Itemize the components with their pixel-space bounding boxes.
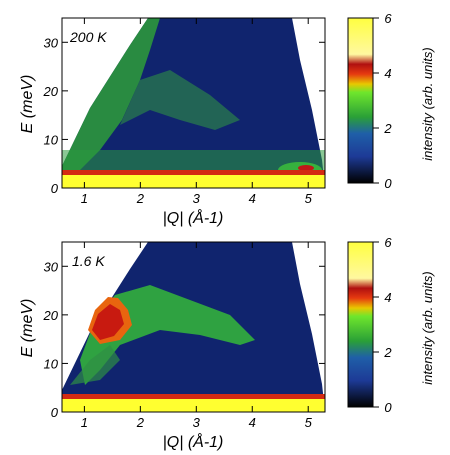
colorbar-ticks-2: 0 2 4 6 xyxy=(373,235,392,415)
ticks-1: 1 2 3 4 5 0 10 20 30 xyxy=(43,18,325,206)
y-tick-label: 0 xyxy=(51,181,59,196)
y-tick-label: 10 xyxy=(44,132,59,147)
x-tick-label: 2 xyxy=(136,191,145,206)
elastic-red-1 xyxy=(62,170,325,175)
colorbar-label-2: intensity (arb. units) xyxy=(420,271,435,384)
elastic-yellow-2 xyxy=(62,399,325,412)
heatmap-2 xyxy=(62,242,325,412)
x-axis-label-1: |Q| (Å-1) xyxy=(163,208,224,227)
y-tick-label: 20 xyxy=(43,84,59,99)
plot-frame-1 xyxy=(61,17,326,189)
high-q-spot-1 xyxy=(298,165,314,171)
y-axis-label-2: E (meV) xyxy=(19,299,36,358)
colorbar-2 xyxy=(347,241,374,408)
diffuse-band-1b xyxy=(120,70,240,130)
x-tick-label: 5 xyxy=(305,191,313,206)
panel-1: 1 2 3 4 5 0 10 20 30 200 K E (meV) |Q| (Å-1) 0 2 4… xyxy=(19,11,435,227)
x-axis-label-2: |Q| (Å-1) xyxy=(163,432,224,451)
excitation-band-2b xyxy=(70,345,120,385)
colorbar-tick-label: 6 xyxy=(384,235,392,250)
x-tick-label: 3 xyxy=(193,415,201,430)
diffuse-band-1 xyxy=(62,18,160,175)
colorbar-tick-label: 0 xyxy=(384,400,392,415)
x-tick-label: 4 xyxy=(249,191,256,206)
y-tick-label: 0 xyxy=(51,405,59,420)
colorbar-tick-label: 4 xyxy=(384,66,391,81)
colorbar-tick-label: 4 xyxy=(384,290,391,305)
colorbar-tick-label: 2 xyxy=(383,121,392,136)
y-tick-label: 20 xyxy=(43,308,59,323)
x-tick-label: 1 xyxy=(81,191,88,206)
temperature-label-1: 200 K xyxy=(69,29,107,45)
plot-frame-2 xyxy=(61,241,326,413)
colorbar-1 xyxy=(347,17,374,184)
magnetic-excitation-core-2 xyxy=(92,304,124,340)
elastic-red-2 xyxy=(62,394,325,399)
ticks-2: 1 2 3 4 5 0 10 20 30 xyxy=(43,242,325,430)
x-tick-label: 2 xyxy=(136,415,145,430)
colorbar-label-1: intensity (arb. units) xyxy=(420,47,435,160)
colorbar-tick-label: 6 xyxy=(384,11,392,26)
x-tick-label: 1 xyxy=(81,415,88,430)
y-tick-label: 10 xyxy=(44,356,59,371)
y-tick-label: 30 xyxy=(44,259,59,274)
y-tick-label: 30 xyxy=(44,35,59,50)
colorbar-tick-label: 0 xyxy=(384,176,392,191)
y-axis-label-1: E (meV) xyxy=(19,75,36,134)
temperature-label-2: 1.6 K xyxy=(72,253,105,269)
colorbar-ticks-1: 0 2 4 6 xyxy=(373,11,392,191)
colorbar-tick-label: 2 xyxy=(383,345,392,360)
heatmap-1 xyxy=(62,18,325,188)
elastic-yellow-1 xyxy=(62,175,325,188)
x-tick-label: 5 xyxy=(305,415,313,430)
panel-2: 1 2 3 4 5 0 10 20 30 1.6 K E (meV) |Q| (Å-1) 0 2 4… xyxy=(19,235,435,451)
x-tick-label: 3 xyxy=(193,191,201,206)
x-tick-label: 4 xyxy=(249,415,256,430)
